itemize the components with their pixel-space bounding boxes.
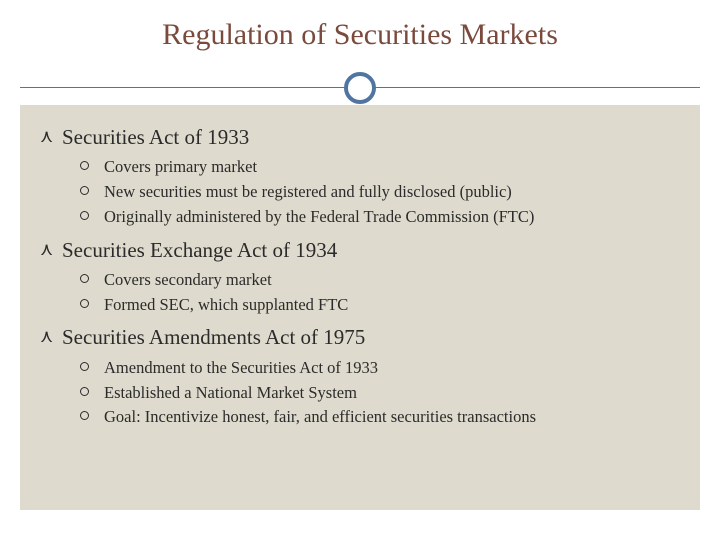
- section-heading-text: Securities Act of 1933: [62, 125, 249, 149]
- circle-bullet-icon: [80, 211, 89, 220]
- circle-bullet-icon: [80, 299, 89, 308]
- list-item-text: Originally administered by the Federal T…: [104, 207, 534, 226]
- section-heading-text: Securities Amendments Act of 1975: [62, 325, 365, 349]
- list-item-text: Established a National Market System: [104, 383, 357, 402]
- sub-list: Amendment to the Securities Act of 1933 …: [80, 356, 680, 430]
- circle-bullet-icon: [80, 411, 89, 420]
- sub-list: Covers secondary market Formed SEC, whic…: [80, 268, 680, 318]
- sub-list: Covers primary market New securities mus…: [80, 155, 680, 229]
- section-heading: ⋏ Securities Amendments Act of 1975: [40, 323, 680, 351]
- list-item: Established a National Market System: [80, 381, 680, 406]
- list-item-text: New securities must be registered and fu…: [104, 182, 512, 201]
- section: ⋏ Securities Exchange Act of 1934 Covers…: [40, 236, 680, 318]
- divider-circle-icon: [344, 72, 376, 104]
- content-area: ⋏ Securities Act of 1933 Covers primary …: [20, 105, 700, 510]
- list-item: Originally administered by the Federal T…: [80, 205, 680, 230]
- list-item-text: Covers secondary market: [104, 270, 272, 289]
- list-item-text: Formed SEC, which supplanted FTC: [104, 295, 348, 314]
- title-area: Regulation of Securities Markets: [0, 0, 720, 64]
- circle-bullet-icon: [80, 186, 89, 195]
- section-heading: ⋏ Securities Act of 1933: [40, 123, 680, 151]
- list-item: New securities must be registered and fu…: [80, 180, 680, 205]
- circle-bullet-icon: [80, 161, 89, 170]
- curl-bullet-icon: ⋏: [40, 124, 53, 148]
- page-title: Regulation of Securities Markets: [40, 18, 680, 52]
- section-heading-text: Securities Exchange Act of 1934: [62, 238, 337, 262]
- list-item-text: Goal: Incentivize honest, fair, and effi…: [104, 407, 536, 426]
- list-item: Goal: Incentivize honest, fair, and effi…: [80, 405, 680, 430]
- circle-bullet-icon: [80, 387, 89, 396]
- list-item: Formed SEC, which supplanted FTC: [80, 293, 680, 318]
- section: ⋏ Securities Act of 1933 Covers primary …: [40, 123, 680, 230]
- list-item-text: Covers primary market: [104, 157, 257, 176]
- section-heading: ⋏ Securities Exchange Act of 1934: [40, 236, 680, 264]
- curl-bullet-icon: ⋏: [40, 324, 53, 348]
- list-item: Amendment to the Securities Act of 1933: [80, 356, 680, 381]
- list-item: Covers primary market: [80, 155, 680, 180]
- section: ⋏ Securities Amendments Act of 1975 Amen…: [40, 323, 680, 430]
- slide: Regulation of Securities Markets ⋏ Secur…: [0, 0, 720, 540]
- list-item-text: Amendment to the Securities Act of 1933: [104, 358, 378, 377]
- circle-bullet-icon: [80, 274, 89, 283]
- list-item: Covers secondary market: [80, 268, 680, 293]
- divider: [0, 70, 720, 108]
- curl-bullet-icon: ⋏: [40, 237, 53, 261]
- circle-bullet-icon: [80, 362, 89, 371]
